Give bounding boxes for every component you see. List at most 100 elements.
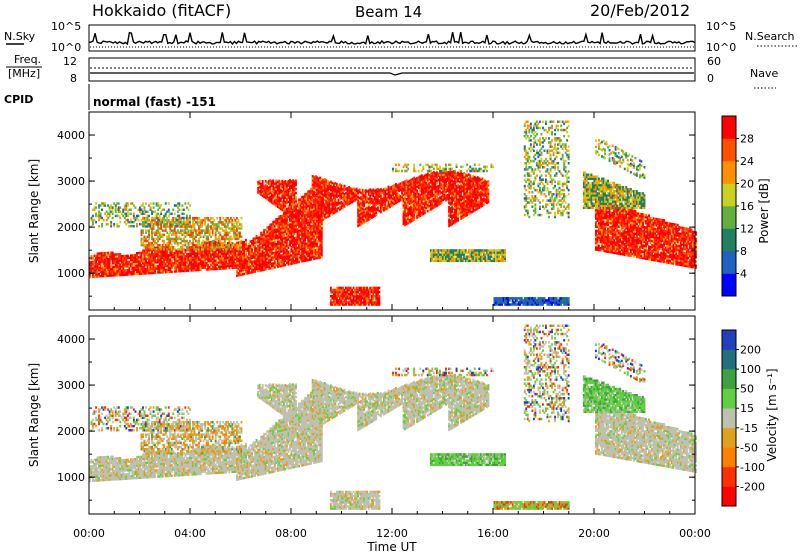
power-cell	[207, 227, 210, 230]
power-cell	[189, 248, 191, 251]
power-cell	[276, 261, 279, 264]
power-cell	[108, 264, 111, 267]
power-cell	[320, 190, 323, 193]
power-cell	[116, 261, 119, 264]
power-cell	[211, 259, 214, 263]
power-cell	[192, 237, 194, 241]
power-cell	[240, 227, 243, 230]
power-cell	[248, 253, 251, 256]
power-cell	[164, 202, 167, 205]
power-cell	[161, 233, 164, 237]
power-cell	[317, 254, 320, 257]
power-cell	[236, 241, 238, 245]
power-cell	[181, 220, 184, 224]
power-cell	[120, 261, 123, 264]
power-cell	[310, 220, 313, 224]
power-cell	[292, 189, 294, 193]
power-cell	[320, 198, 323, 201]
power-cell	[320, 253, 323, 257]
power-cell	[164, 262, 167, 266]
power-cell	[285, 210, 288, 213]
power-cell	[287, 188, 290, 191]
power-cell	[192, 241, 194, 245]
power-cell	[204, 229, 207, 232]
power-cell	[123, 208, 126, 211]
power-cell	[119, 271, 122, 275]
power-cell	[308, 256, 311, 259]
power-cell	[108, 208, 111, 211]
power-cell	[246, 249, 249, 252]
power-cell	[285, 230, 288, 233]
power-cell	[182, 208, 185, 211]
power-cell	[189, 214, 191, 218]
power-cell	[304, 257, 307, 260]
power-cell	[172, 239, 175, 243]
freq-label: Freq.	[14, 53, 41, 66]
power-cell	[117, 265, 120, 269]
power-cell	[186, 252, 188, 256]
power-cell	[173, 233, 176, 237]
power-cell	[189, 233, 191, 237]
power-cell	[296, 252, 299, 256]
power-cell	[211, 223, 214, 226]
power-cell	[239, 233, 241, 237]
power-cell	[292, 179, 294, 182]
power-cell	[189, 231, 191, 234]
power-cell	[96, 262, 99, 266]
freq-panel-frame	[88, 57, 696, 82]
power-cell	[142, 216, 144, 220]
power-cell	[176, 263, 179, 267]
power-cell	[258, 267, 261, 270]
power-cell	[284, 238, 287, 242]
power-cell	[90, 269, 93, 272]
power-cell	[187, 241, 190, 245]
power-cell	[105, 253, 108, 257]
power-cell	[302, 199, 305, 203]
power-cell	[269, 258, 272, 262]
power-cell	[163, 233, 166, 237]
power-cell	[326, 196, 329, 200]
power-cell	[269, 233, 272, 237]
power-cell	[169, 229, 172, 232]
power-cell	[128, 264, 131, 268]
power-cell	[213, 259, 216, 262]
power-cell	[157, 265, 160, 268]
power-cell	[216, 217, 219, 220]
power-cell	[95, 264, 98, 268]
power-cell	[272, 183, 275, 187]
power-cell	[99, 256, 102, 259]
power-cell	[128, 212, 131, 216]
power-cell	[290, 237, 293, 241]
power-cell	[278, 190, 281, 193]
power-cell	[295, 244, 297, 248]
power-cell	[186, 255, 188, 258]
power-cell	[248, 265, 251, 268]
power-cell	[302, 201, 305, 205]
power-cell	[285, 242, 288, 246]
power-cell	[275, 200, 278, 203]
power-cell	[289, 258, 291, 262]
power-cell	[282, 216, 285, 219]
power-cell	[272, 258, 275, 261]
power-cell	[314, 255, 317, 258]
power-cell	[301, 227, 304, 230]
power-cell	[311, 204, 314, 207]
power-cell	[313, 190, 316, 194]
power-cell	[284, 211, 287, 214]
power-cell	[322, 207, 325, 211]
power-cell	[266, 197, 269, 201]
power-cell	[329, 207, 332, 210]
power-cell	[182, 248, 185, 251]
power-cell	[140, 260, 143, 263]
power-cell	[163, 220, 166, 224]
power-cell	[207, 235, 210, 239]
power-cell	[176, 241, 179, 245]
power-cell	[317, 250, 320, 253]
power-cell	[119, 259, 122, 262]
power-cell	[139, 260, 141, 263]
power-cell	[222, 250, 225, 254]
power-cell	[293, 205, 296, 208]
power-cell	[216, 255, 219, 258]
power-cell	[263, 229, 266, 232]
power-cell	[189, 217, 191, 220]
